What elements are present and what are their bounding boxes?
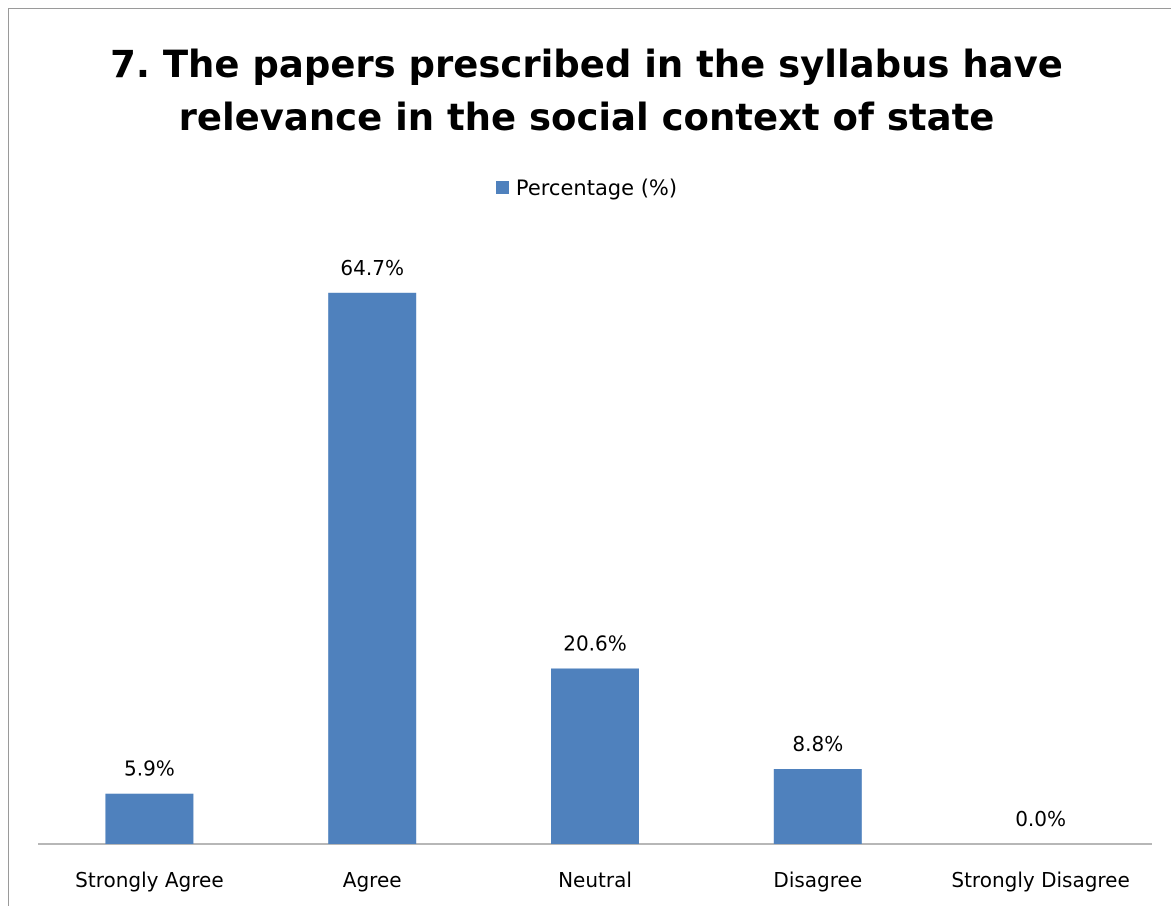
data-label: 64.7%	[340, 256, 404, 280]
bar-strongly-agree	[105, 793, 194, 844]
x-tick-label: Disagree	[773, 868, 862, 892]
data-label: 5.9%	[124, 757, 175, 781]
legend-label: Percentage (%)	[515, 176, 678, 200]
chart-title-line-2: relevance in the social context of state	[178, 96, 995, 139]
x-tick-label: Strongly Agree	[75, 868, 223, 892]
x-tick-label: Strongly Disagree	[951, 868, 1129, 892]
chart-title: 7. The papers prescribed in the syllabus…	[0, 38, 1173, 144]
data-label: 0.0%	[1015, 807, 1066, 831]
bar-neutral	[551, 668, 639, 844]
bar-agree	[328, 292, 417, 844]
chart-title-line-1: 7. The papers prescribed in the syllabus…	[110, 43, 1063, 86]
data-label: 20.6%	[563, 632, 627, 656]
x-tick-label: Neutral	[558, 868, 632, 892]
legend: Percentage (%)	[0, 176, 1173, 200]
x-tick-label: Agree	[343, 868, 402, 892]
bar-disagree	[773, 769, 862, 844]
legend-swatch	[495, 181, 509, 194]
data-label: 8.8%	[792, 732, 843, 756]
